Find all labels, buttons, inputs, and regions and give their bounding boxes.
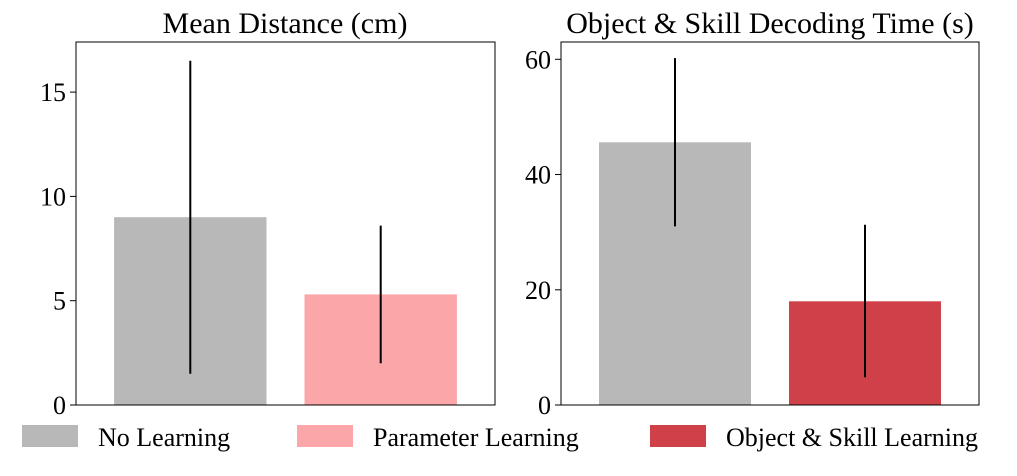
decoding-time-title: Object & Skill Decoding Time (s) [566,7,974,40]
decoding-time-ytick-label: 40 [525,161,551,190]
mean-distance-ytick-label: 0 [53,391,66,420]
legend: No Learning Parameter Learning Object & … [22,423,978,452]
legend-label-object-skill-learning: Object & Skill Learning [726,423,978,452]
decoding-time-ytick-label: 0 [538,391,551,420]
legend-label-no-learning: No Learning [98,423,230,452]
decoding-time-chart: Object & Skill Decoding Time (s) 0 20 40 60 [525,7,980,420]
decoding-time-axes-frame [560,41,980,406]
mean-distance-ytick-label: 15 [40,78,66,107]
legend-swatch-parameter-learning [297,425,353,447]
decoding-time-ytick-label: 20 [525,276,551,305]
mean-distance-chart: Mean Distance (cm) 0 5 10 15 [40,7,496,420]
mean-distance-ytick-label: 10 [40,182,66,211]
legend-swatch-no-learning [22,425,78,447]
mean-distance-title: Mean Distance (cm) [163,7,408,40]
mean-distance-ytick-label: 5 [53,287,66,316]
legend-label-parameter-learning: Parameter Learning [373,423,579,452]
decoding-time-ytick-label: 60 [525,45,551,74]
mean-distance-axes-frame [75,41,496,406]
legend-swatch-object-skill-learning [650,425,706,447]
